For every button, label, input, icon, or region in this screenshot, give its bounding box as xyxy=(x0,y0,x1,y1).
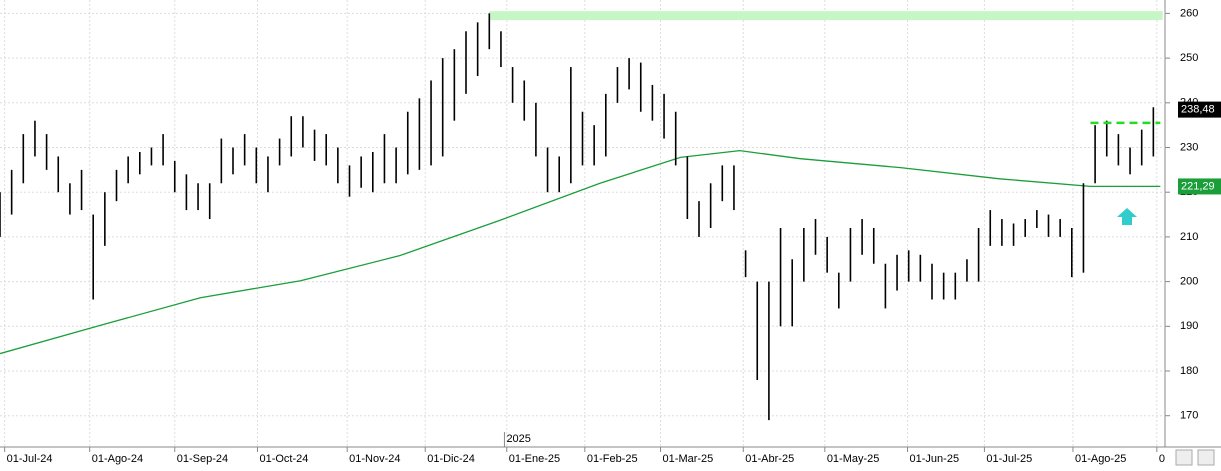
x-tick-label: 01-Jul-24 xyxy=(7,453,53,465)
price-label: 221,29 xyxy=(1181,180,1215,192)
x-tick-label: 01-Mar-25 xyxy=(663,453,714,465)
x-tick-label: 01-Jul-25 xyxy=(986,453,1032,465)
x-tick-label: 01-May-25 xyxy=(827,453,880,465)
x-tick-label: 01-Oct-24 xyxy=(259,453,308,465)
y-tick-label: 190 xyxy=(1180,320,1198,332)
x-tick-label: 01-Nov-24 xyxy=(349,453,400,465)
price-label-box xyxy=(1178,101,1221,118)
x-tick-label: 01-Abr-25 xyxy=(745,453,794,465)
save-button[interactable] xyxy=(1197,449,1215,466)
x-tick-label: 01-Ago-24 xyxy=(92,453,143,465)
x-tick-label: 01-Ago-25 xyxy=(1075,453,1126,465)
y-tick-label: 170 xyxy=(1180,410,1198,422)
x-tick-label: 01-Ene-25 xyxy=(509,453,560,465)
y-tick-label: 210 xyxy=(1180,231,1198,243)
y-tick-label: 200 xyxy=(1180,276,1198,288)
x-tick-label: 0 xyxy=(1159,453,1165,465)
resistance-band xyxy=(489,11,1163,21)
moving-average-line xyxy=(0,149,1161,355)
price-label: 238,48 xyxy=(1181,104,1215,116)
price-label-box xyxy=(1178,178,1221,195)
x-tick-label: 01-Feb-25 xyxy=(587,453,638,465)
x-tick-label: 01-Sep-24 xyxy=(177,453,228,465)
x-tick-label: 01-Dic-24 xyxy=(427,453,475,465)
up-arrow xyxy=(1117,208,1137,225)
x-tick-label: 01-Jun-25 xyxy=(910,453,960,465)
y-tick-label: 260 xyxy=(1180,7,1198,19)
y-tick-label: 180 xyxy=(1180,365,1198,377)
scroll-button[interactable] xyxy=(1175,449,1193,466)
year-marker-label: 2025 xyxy=(506,433,530,445)
y-tick-label: 230 xyxy=(1180,141,1198,153)
y-tick-label: 250 xyxy=(1180,52,1198,64)
